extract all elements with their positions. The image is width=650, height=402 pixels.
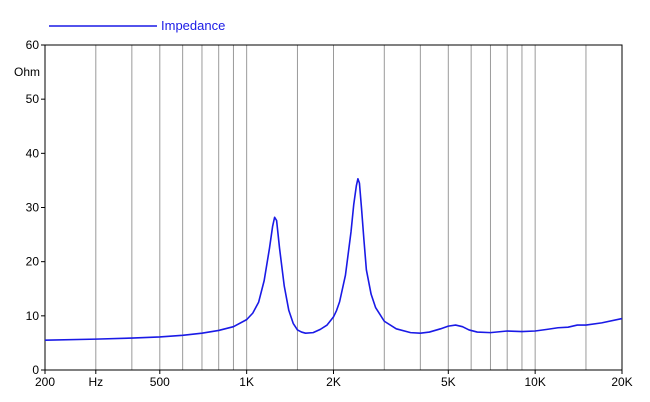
y-tick-label: 10: [26, 309, 40, 323]
gridlines: [95, 45, 587, 370]
y-tick-label: 50: [26, 92, 40, 106]
impedance-line: [44, 177, 623, 342]
y-axis-label: Ohm: [14, 65, 40, 79]
legend-label: Impedance: [161, 18, 225, 33]
x-tick-label: 10K: [524, 375, 545, 389]
y-tick-label: 20: [26, 255, 40, 269]
y-tick-label: 40: [26, 146, 40, 160]
x-tick-label: Hz: [88, 375, 103, 389]
x-tick-label: 1K: [239, 375, 254, 389]
y-tick-label: 30: [26, 201, 40, 215]
y-tick-label: 60: [26, 38, 40, 52]
legend: Impedance: [49, 18, 225, 33]
y-tick-label: 0: [32, 363, 39, 377]
x-tick-label: 500: [150, 375, 170, 389]
x-tick-label: 5K: [441, 375, 456, 389]
y-axis: 0 10 20 30 40 50 60: [26, 38, 45, 377]
x-tick-label: 20K: [611, 375, 632, 389]
x-tick-label: 2K: [326, 375, 341, 389]
x-tick-label: 200: [35, 375, 55, 389]
x-axis: 200 Hz 500 1K 2K 5K 10K 20K: [35, 370, 633, 389]
